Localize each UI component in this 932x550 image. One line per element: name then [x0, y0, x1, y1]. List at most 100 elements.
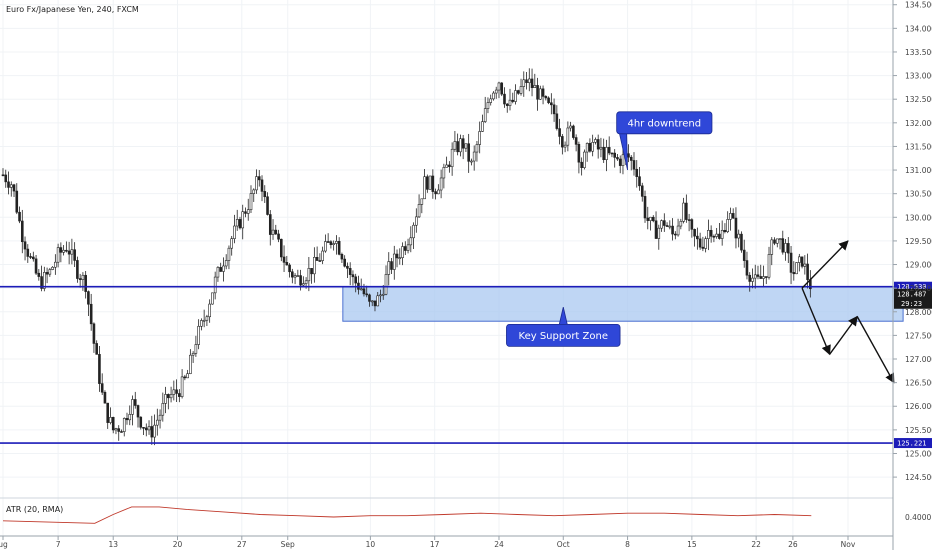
candle-body: [255, 176, 258, 191]
candle-body: [48, 269, 52, 275]
candle-body: [54, 261, 57, 268]
countdown-label: 29:23: [901, 300, 922, 308]
candle-body: [550, 102, 553, 106]
candle-body: [307, 268, 311, 282]
support-zone-layer: [342, 286, 904, 322]
candle-body: [114, 428, 118, 431]
candle-body: [373, 300, 377, 307]
candle-body: [279, 238, 283, 258]
candle-body: [32, 256, 35, 260]
candle-body: [26, 248, 30, 257]
candle-body: [337, 241, 341, 255]
x-tick-label: 8: [625, 540, 630, 549]
candle-body: [426, 176, 429, 190]
candle-body: [599, 146, 603, 150]
callouts: 4hr downtrend Key Support Zone: [506, 111, 713, 347]
candle-body: [117, 428, 121, 432]
candle-body: [585, 143, 589, 153]
candle-body: [527, 78, 531, 84]
x-tick-label: 17: [430, 540, 440, 549]
candle-body: [329, 241, 333, 245]
candle-body: [596, 139, 600, 150]
candle-body: [310, 268, 313, 275]
candle-body: [635, 168, 639, 177]
projection-arrow: [801, 240, 849, 289]
y-tick-label: 132.500: [905, 95, 932, 104]
candle-body: [638, 176, 641, 187]
candle-body: [616, 157, 619, 160]
y-axis[interactable]: 128.530 125.221 128.487 29:23 0.4000 124.500 1…: [892, 0, 932, 550]
candle-body: [263, 191, 267, 198]
candle-body: [665, 225, 669, 227]
candle-body: [607, 147, 611, 154]
candle-body: [23, 241, 27, 250]
x-tick-label: ug: [0, 540, 8, 549]
candle-body: [508, 99, 512, 106]
x-axis[interactable]: ug 7 13 20 27 Sep 10 17 24 Oct 8 15 22 26 Nov: [0, 535, 893, 549]
candle-body: [533, 85, 537, 88]
candle-body: [354, 276, 357, 284]
candle-body: [756, 274, 760, 277]
candle-body: [403, 246, 407, 251]
candle-body: [618, 158, 622, 166]
candle-body: [409, 237, 413, 246]
candle-body: [726, 219, 729, 233]
candle-body: [610, 152, 614, 155]
candle-body: [282, 256, 286, 263]
candle-body: [784, 243, 787, 253]
candle-body: [296, 275, 300, 277]
candle-body: [442, 167, 446, 179]
candle-body: [770, 239, 774, 255]
candle-body: [401, 246, 404, 259]
candle-body: [798, 256, 801, 263]
candle-body: [792, 272, 796, 275]
candle-body: [536, 85, 539, 100]
candle-body: [70, 249, 74, 255]
candle-body: [525, 79, 528, 84]
candle-body: [332, 243, 335, 245]
price-tag-label: 128.530: [897, 283, 927, 291]
x-tick-label: Sep: [281, 540, 295, 549]
candle-body: [539, 88, 542, 100]
candle-body: [180, 376, 184, 397]
candle-body: [762, 276, 765, 279]
y-tick-label: 131.500: [905, 142, 932, 151]
candle-body: [657, 227, 661, 239]
candle-body: [767, 254, 771, 278]
candle-body: [775, 238, 779, 244]
x-tick-label: 27: [237, 540, 247, 549]
candle-body: [98, 354, 101, 384]
candle-body: [773, 239, 776, 244]
y-tick-label: 125.500: [905, 426, 932, 435]
candle-body: [803, 263, 807, 267]
candle-body: [144, 427, 148, 431]
candle-body: [701, 246, 705, 249]
candle-body: [412, 224, 415, 239]
candle-body: [191, 352, 195, 356]
candle-body: [189, 354, 192, 374]
candle-body: [671, 225, 674, 235]
candle-body: [315, 256, 319, 261]
candle-body: [348, 268, 352, 275]
price-tag-label: 125.221: [897, 440, 927, 448]
candle-body: [20, 220, 24, 243]
candle-body: [687, 219, 691, 221]
candle-body: [111, 417, 115, 431]
callout-box: [616, 111, 713, 135]
candle-body: [742, 249, 746, 261]
x-tick-label: 13: [108, 540, 118, 549]
candle-body: [789, 252, 793, 273]
candle-body: [12, 184, 16, 192]
candle-body: [324, 241, 327, 252]
candle-body: [120, 431, 123, 433]
candle-body: [106, 402, 110, 423]
candle-body: [271, 229, 275, 235]
indicator-label: ATR (20, RMA): [6, 505, 63, 514]
y-tick-label: 129.500: [905, 237, 932, 246]
candle-body: [558, 128, 561, 137]
candle-body: [632, 160, 636, 170]
candle-body: [583, 151, 586, 169]
candle-body: [81, 274, 85, 280]
candle-body: [95, 343, 98, 355]
candle-body: [205, 316, 209, 321]
